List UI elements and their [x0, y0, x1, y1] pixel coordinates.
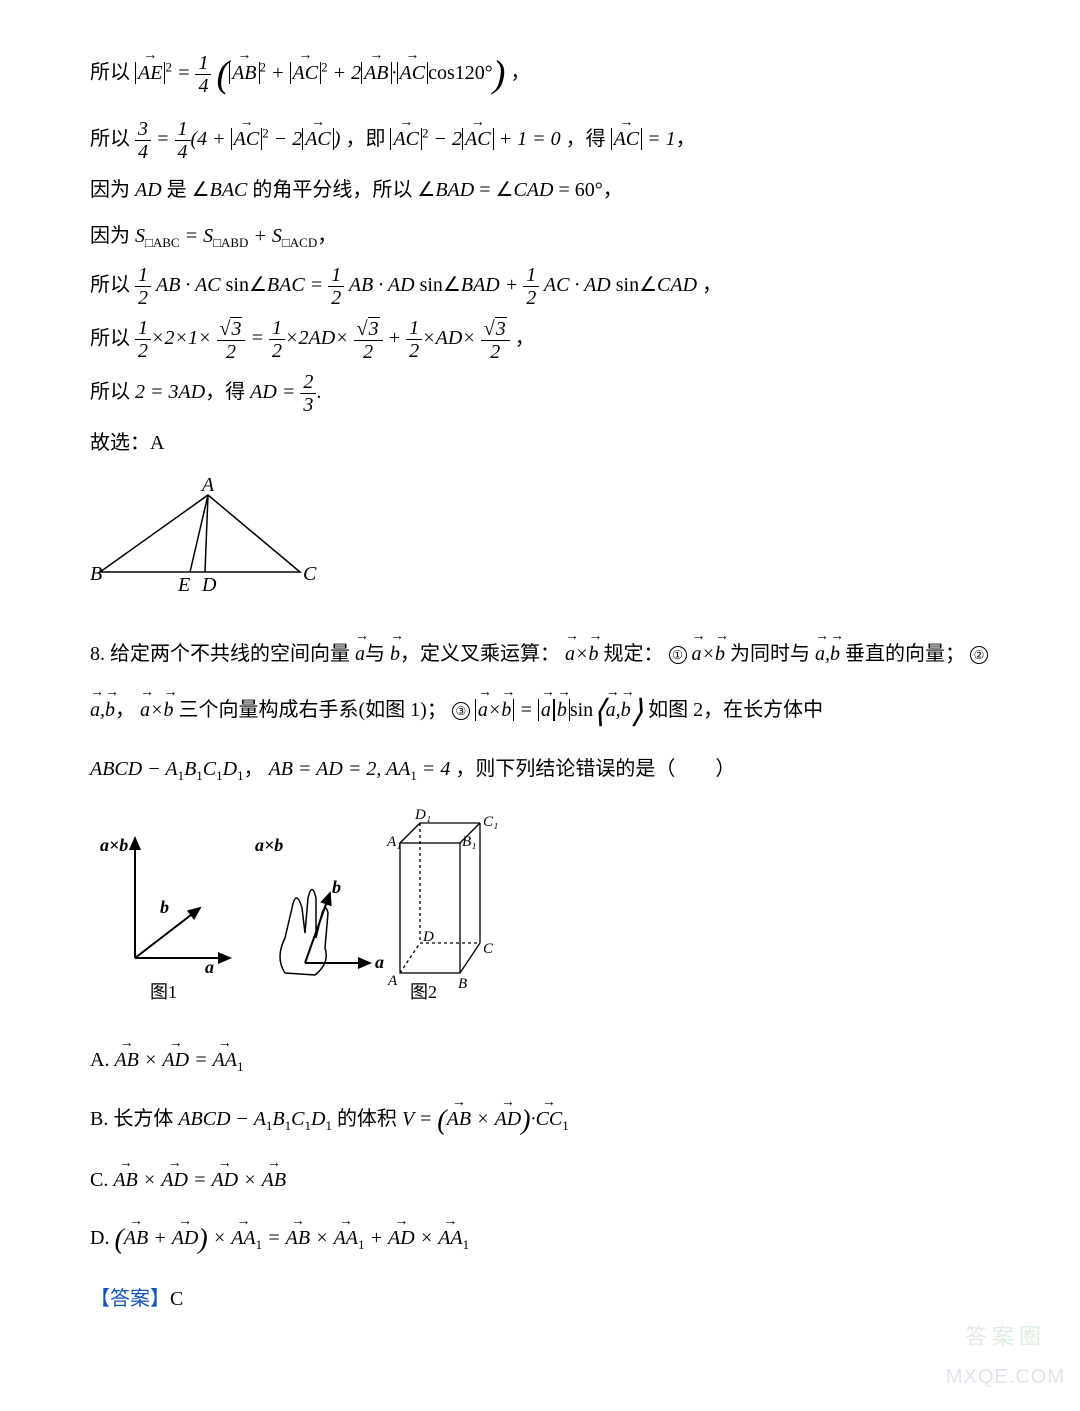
- problem-number: 8.: [90, 643, 105, 665]
- solution-line-4: 因为 S□ABC = S□ABD + S□ACD，: [90, 217, 990, 256]
- problem-figure-svg: a×b b a 图1 a×b a b: [90, 803, 510, 1003]
- svg-text:b: b: [160, 897, 169, 917]
- svg-text:a: a: [375, 952, 384, 972]
- svg-text:A₁: A₁: [386, 834, 401, 850]
- svg-text:a×b: a×b: [100, 835, 128, 855]
- svg-text:D: D: [422, 929, 434, 945]
- problem-8-line-1: 8. 给定两个不共线的空间向量 a与 b，定义叉乘运算： a×b 规定： ① a…: [90, 635, 990, 673]
- svg-text:图1: 图1: [150, 982, 177, 1002]
- svg-text:a×b: a×b: [255, 835, 283, 855]
- solution-line-6: 所以 12×2×1× 32 = 12×2AD× 32 + 12×AD× 32 ，: [90, 317, 990, 363]
- option-D: D. (AB + AD) × AA1 = AB × AA1 + AD × AA1: [90, 1213, 990, 1266]
- svg-text:B₁: B₁: [462, 834, 476, 850]
- solution-line-3: 因为 AD 是 ∠BAC 的角平分线，所以 ∠BAD = ∠CAD = 60°，: [90, 171, 990, 209]
- answer-line: 【答案】C: [90, 1280, 990, 1318]
- svg-text:a: a: [205, 957, 214, 977]
- svg-text:C₁: C₁: [483, 814, 498, 830]
- svg-text:图2: 图2: [410, 982, 437, 1002]
- option-B: B. 长方体 ABCD − A1B1C1D1 的体积 V = (AB × AD)…: [90, 1094, 990, 1147]
- problem-8-line-3: ABCD − A1B1C1D1， AB = AD = 2, AA1 = 4 ，则…: [90, 750, 990, 789]
- svg-text:B: B: [90, 563, 102, 585]
- svg-text:D: D: [201, 574, 217, 596]
- svg-text:A: A: [200, 477, 215, 496]
- svg-text:A: A: [387, 973, 398, 989]
- prefix: 所以: [90, 327, 130, 349]
- solution-line-5: 所以 12 AB · AC sin∠BAC = 12 AB · AD sin∠B…: [90, 264, 990, 309]
- svg-text:B: B: [458, 976, 467, 992]
- prefix: 所以: [90, 381, 130, 403]
- solution-line-2: 所以 34 = 14(4 + AC2 − 2AC) ，即 AC2 − 2AC +…: [90, 118, 990, 163]
- problem-8-line-2: a,b， a×b 三个向量构成右手系(如图 1)； ③ a×b = absin⟨…: [90, 681, 990, 742]
- option-C: C. AB × AD = AD × AB: [90, 1161, 990, 1199]
- prefix: 所以: [90, 274, 130, 296]
- prefix: 所以: [90, 128, 130, 150]
- triangle-figure: A B C E D: [90, 477, 990, 610]
- svg-text:b: b: [332, 877, 341, 897]
- svg-text:D₁: D₁: [414, 807, 431, 823]
- watermark-top: 答案圈: [946, 1316, 1065, 1358]
- triangle-svg: A B C E D: [90, 477, 320, 597]
- prefix: 因为: [90, 179, 130, 201]
- watermark: 答案圈 MXQE.COM: [946, 1316, 1065, 1396]
- problem-8-figure: a×b b a 图1 a×b a b: [90, 803, 990, 1016]
- watermark-bottom: MXQE.COM: [946, 1358, 1065, 1396]
- solution-line-1: 所以 AE2 = 14 (AB2 + AC2 + 2AB·ACcos120°) …: [90, 38, 990, 110]
- option-A: A. AB × AD = AA1: [90, 1041, 990, 1080]
- options-list: A. AB × AD = AA1 B. 长方体 ABCD − A1B1C1D1 …: [90, 1041, 990, 1266]
- svg-text:C: C: [303, 563, 317, 585]
- answer-value: C: [170, 1288, 183, 1310]
- solution-line-7: 所以 2 = 3AD，得 AD = 23.: [90, 371, 990, 416]
- answer-label: 【答案】: [90, 1288, 170, 1310]
- conclusion: 故选：A: [90, 424, 990, 462]
- svg-text:E: E: [177, 574, 190, 596]
- prefix: 因为: [90, 225, 130, 247]
- prefix: 所以: [90, 62, 130, 84]
- svg-text:C: C: [483, 941, 494, 957]
